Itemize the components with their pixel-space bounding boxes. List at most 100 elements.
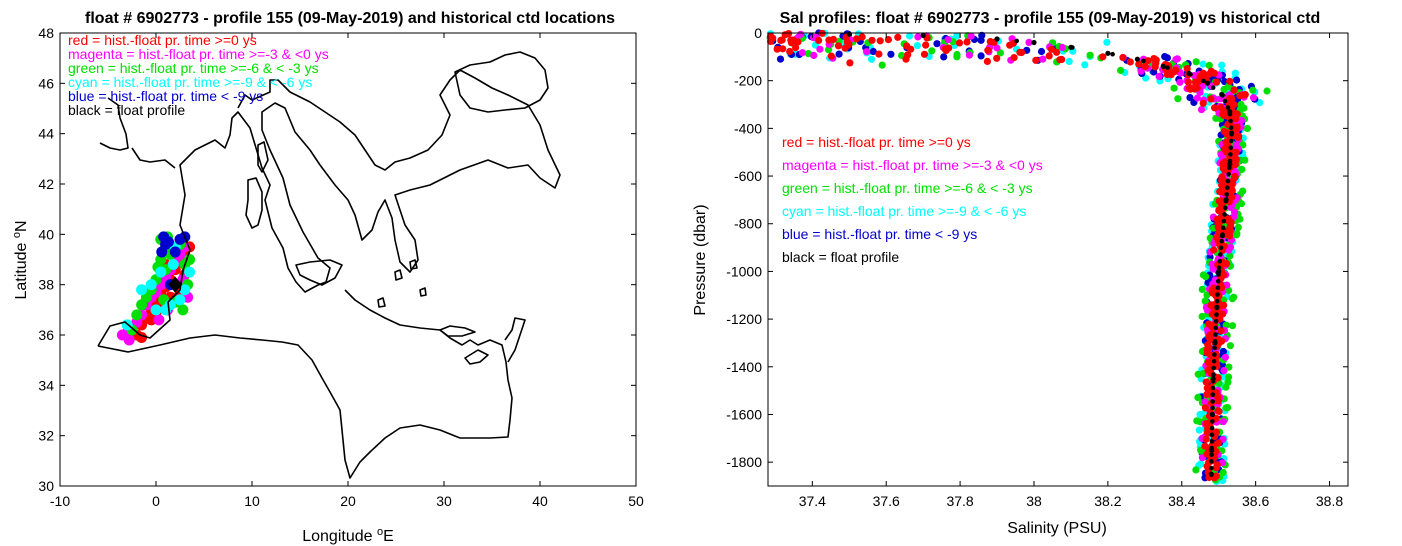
salinity-x-tick-label: 37.8 [946, 493, 973, 509]
float-profile-point [1105, 50, 1111, 56]
map-point-cyan [150, 304, 162, 316]
float-profile-point [994, 36, 1000, 42]
salinity-point-cyan [1218, 61, 1226, 69]
salinity-point-red [868, 36, 876, 44]
float-profile-dot [1210, 392, 1216, 398]
salinity-point-red [767, 37, 775, 46]
map-y-axis-label: Latitude oN [11, 220, 30, 299]
salinity-point-red [1232, 148, 1240, 156]
salinity-point-red [1221, 145, 1229, 153]
float-profile-dot [1210, 412, 1215, 418]
salinity-point-cyan [913, 42, 922, 50]
salinity-point-green [1198, 312, 1206, 321]
float-profile-point [1031, 39, 1037, 46]
salinity-point-green [953, 53, 961, 61]
float-profile-dot [1227, 165, 1232, 170]
salinity-point-green [1174, 95, 1182, 103]
salinity-point-green [1225, 373, 1233, 381]
salinity-point-blue [835, 50, 843, 58]
float-profile-dot [1212, 352, 1217, 357]
salinity-point-red [846, 59, 854, 67]
salinity-point-red [1214, 397, 1222, 405]
map-point-cyan [174, 294, 186, 306]
salinity-point-red [1231, 172, 1239, 181]
salinity-point-cyan [1196, 410, 1204, 419]
float-profile-dot [1188, 71, 1193, 77]
salinity-point-blue [977, 36, 985, 44]
salinity-point-cyan [1065, 57, 1073, 65]
salinity-point-magenta [1209, 265, 1217, 273]
float-profile-dot [1222, 98, 1228, 104]
salinity-point-red [1210, 69, 1218, 77]
salinity-point-red [1144, 57, 1152, 65]
float-profile-dot [1210, 385, 1216, 391]
map-y-tick-label: 36 [38, 327, 54, 343]
map-point-green [131, 309, 143, 321]
salinity-point-red [815, 36, 823, 45]
salinity-point-red [825, 36, 833, 44]
salinity-point-green [1238, 165, 1246, 173]
float-profile-dot [1218, 245, 1224, 251]
salinity-point-red [1205, 320, 1213, 328]
salinity-point-red [955, 39, 964, 47]
float-profile-point [1205, 80, 1211, 86]
salinity-point-red [1199, 69, 1207, 77]
salinity-point-blue [1186, 94, 1194, 102]
salinity-point-magenta [1058, 43, 1066, 52]
salinity-point-red [1205, 70, 1213, 79]
salinity-point-red [773, 45, 781, 53]
float-location-marker [168, 276, 183, 293]
salinity-point-blue [1161, 53, 1169, 61]
salinity-y-axis-label: Pressure (dbar) [692, 204, 709, 315]
map-point-cyan [136, 284, 148, 296]
salinity-point-red [1219, 160, 1227, 168]
map-x-axis-label: Longitude oE [302, 526, 394, 545]
salinity-point-green [1263, 87, 1271, 95]
salinity-point-red [984, 46, 992, 54]
salinity-point-red [1233, 123, 1241, 131]
float-profile-dot [1221, 218, 1227, 224]
salinity-point-red [777, 36, 785, 45]
salinity-point-magenta [914, 33, 922, 41]
salinity-point-blue [1037, 47, 1046, 56]
float-profile-dot [1216, 265, 1222, 271]
float-profile-point [1160, 63, 1166, 69]
float-profile-dot [1209, 472, 1214, 478]
salinity-point-red [1226, 223, 1234, 231]
salinity-point-green [1243, 124, 1251, 132]
salinity-point-cyan [1197, 460, 1205, 468]
salinity-y-tick-label: -200 [734, 73, 762, 89]
salinity-point-cyan [1081, 61, 1089, 69]
salinity-point-green [878, 61, 886, 69]
salinity-point-red [1141, 63, 1149, 71]
float-profile-dot [1223, 198, 1229, 204]
salinity-y-tick-label: -1400 [726, 359, 762, 375]
float-profile-dot [1210, 379, 1216, 384]
salinity-chart: Sal profiles: float # 6902773 - profile … [692, 10, 1349, 537]
salinity-point-green [1237, 100, 1245, 109]
salinity-point-green [1236, 215, 1244, 223]
salinity-point-green [928, 47, 936, 55]
salinity-y-tick-label: -800 [734, 216, 762, 232]
salinity-point-red [781, 31, 789, 39]
salinity-point-blue [977, 52, 985, 60]
salinity-point-cyan [1103, 38, 1111, 46]
map-y-tick-label: 38 [38, 277, 54, 293]
map-legend-red: red = hist.-float pr. time >=0 ys [68, 32, 257, 48]
float-profile-dot [1216, 272, 1221, 277]
salinity-point-red [1045, 52, 1053, 60]
float-profile-dot [1211, 372, 1216, 378]
salinity-point-red [1150, 55, 1158, 63]
salinity-point-red [834, 42, 843, 50]
float-profile-dot [1228, 145, 1234, 150]
map-legend-green: green = hist.-float pr. time >=-6 & < -3… [68, 60, 319, 76]
map-chart: float # 6902773 - profile 155 (09-May-20… [11, 10, 644, 545]
map-point-cyan [179, 284, 191, 296]
float-profile-dot [1218, 252, 1223, 257]
float-profile-layer [846, 31, 1235, 478]
coastline-outline [97, 51, 561, 479]
salinity-point-green [1205, 61, 1213, 69]
map-point-blue [169, 246, 181, 258]
map-y-tick-label: 48 [38, 25, 54, 41]
